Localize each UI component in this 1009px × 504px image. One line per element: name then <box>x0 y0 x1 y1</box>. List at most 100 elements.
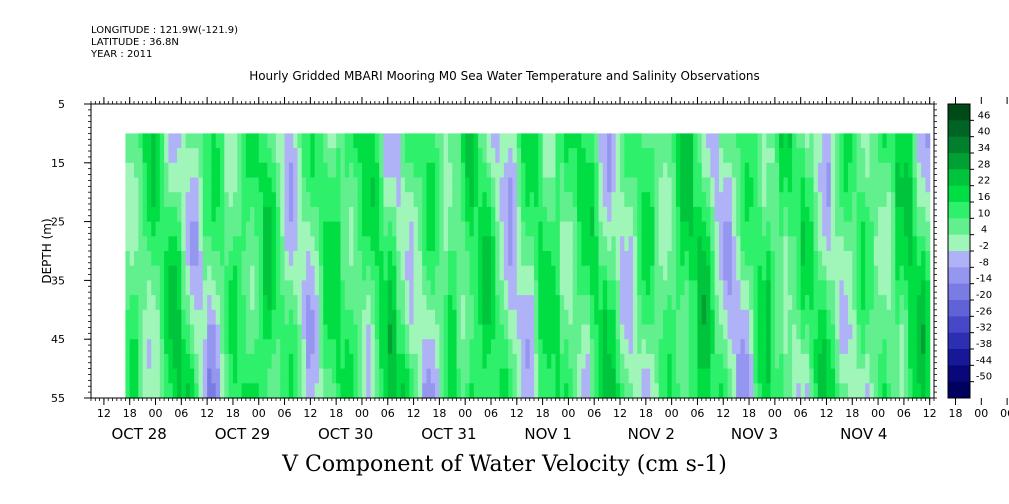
heatmap-cell <box>916 383 922 399</box>
heatmap-cell <box>529 251 535 267</box>
heatmap-cell <box>830 383 836 399</box>
heatmap-cell <box>856 295 862 311</box>
heatmap-cell <box>740 177 746 193</box>
heatmap-cell <box>443 353 449 370</box>
heatmap-cell <box>800 148 806 164</box>
heatmap-cell <box>860 368 866 384</box>
heatmap-cell <box>366 324 372 340</box>
heatmap-cell <box>478 309 483 326</box>
heatmap-cell <box>835 265 840 281</box>
heatmap-cell <box>486 206 492 223</box>
heatmap-cell <box>138 192 144 208</box>
heatmap-cell <box>710 221 716 237</box>
heatmap-cell <box>796 251 802 267</box>
x-day-label: OCT 30 <box>318 425 373 443</box>
heatmap-cell <box>331 206 337 223</box>
heatmap-cell <box>456 192 462 208</box>
heatmap-cell <box>357 368 363 384</box>
heatmap-cell <box>577 383 582 399</box>
heatmap-cell <box>886 221 892 237</box>
heatmap-cell <box>589 309 595 326</box>
heatmap-cell <box>912 309 918 326</box>
heatmap-cell <box>736 339 742 355</box>
heatmap-cell <box>654 265 660 281</box>
heatmap-cell <box>521 368 526 384</box>
heatmap-cell <box>267 148 273 164</box>
heatmap-cell <box>727 236 733 252</box>
heatmap-cell <box>478 133 483 149</box>
heatmap-cell <box>718 280 724 296</box>
heatmap-cell <box>138 309 144 326</box>
heatmap-cell <box>370 177 376 193</box>
heatmap-cell <box>624 280 630 296</box>
heatmap-cell <box>749 236 754 252</box>
heatmap-cell <box>452 192 458 208</box>
heatmap-cell <box>847 295 853 311</box>
heatmap-cell <box>598 309 604 326</box>
heatmap-cell <box>753 251 759 267</box>
heatmap-cell <box>224 162 230 179</box>
heatmap-cell <box>387 206 393 223</box>
heatmap-cell <box>478 383 483 399</box>
heatmap-cell <box>194 133 200 149</box>
colorbar-swatch <box>948 120 970 138</box>
heatmap-cell <box>564 368 570 384</box>
heatmap-cell <box>396 309 402 326</box>
heatmap-cell <box>706 353 711 370</box>
heatmap-cell <box>607 295 613 311</box>
heatmap-cell <box>564 383 570 399</box>
heatmap-cell <box>460 265 466 281</box>
heatmap-cell <box>632 280 638 296</box>
heatmap-cell <box>770 192 776 208</box>
heatmap-cell <box>267 353 273 370</box>
heatmap-cell <box>293 148 299 164</box>
heatmap-cell <box>486 162 492 179</box>
heatmap-cell <box>624 309 630 326</box>
heatmap-cell <box>564 265 570 281</box>
heatmap-cell <box>615 309 621 326</box>
heatmap-cell <box>572 236 578 252</box>
heatmap-cell <box>232 221 238 237</box>
heatmap-cell <box>271 206 277 223</box>
heatmap-cell <box>594 162 600 179</box>
heatmap-cell <box>594 236 600 252</box>
heatmap-cell <box>258 177 264 193</box>
heatmap-cell <box>749 265 754 281</box>
heatmap-cell <box>164 133 170 149</box>
heatmap-cell <box>749 162 754 179</box>
heatmap-cell <box>882 383 888 399</box>
heatmap-cell <box>731 309 737 326</box>
heatmap-cell <box>439 383 445 399</box>
heatmap-cell <box>142 148 148 164</box>
heatmap-cell <box>271 309 277 326</box>
colorbar-swatch <box>948 185 970 203</box>
heatmap-cell <box>663 148 668 164</box>
heatmap-cell <box>409 236 415 252</box>
heatmap-cell <box>318 133 324 149</box>
heatmap-cell <box>650 251 656 267</box>
heatmap-cell <box>241 368 247 384</box>
heatmap-cell <box>903 206 909 223</box>
heatmap-cell <box>835 280 840 296</box>
heatmap-cell <box>809 353 815 370</box>
heatmap-cell <box>723 148 729 164</box>
heatmap-cell <box>288 192 294 208</box>
heatmap-cell <box>641 133 647 149</box>
heatmap-cell <box>439 162 445 179</box>
heatmap-cell <box>620 353 625 370</box>
heatmap-cell <box>482 309 488 326</box>
heatmap-cell <box>473 295 479 311</box>
colorbar-label: 10 <box>978 208 991 219</box>
heatmap-cell <box>783 309 789 326</box>
heatmap-cell <box>878 206 883 223</box>
heatmap-cell <box>331 133 337 149</box>
heatmap-cell <box>908 236 914 252</box>
heatmap-cell <box>736 133 742 149</box>
heatmap-cell <box>443 221 449 237</box>
heatmap-cell <box>878 148 883 164</box>
heatmap-cell <box>340 368 346 384</box>
heatmap-cell <box>486 251 492 267</box>
heatmap-cell <box>344 368 350 384</box>
heatmap-cell <box>168 236 174 252</box>
heatmap-cell <box>714 324 720 340</box>
